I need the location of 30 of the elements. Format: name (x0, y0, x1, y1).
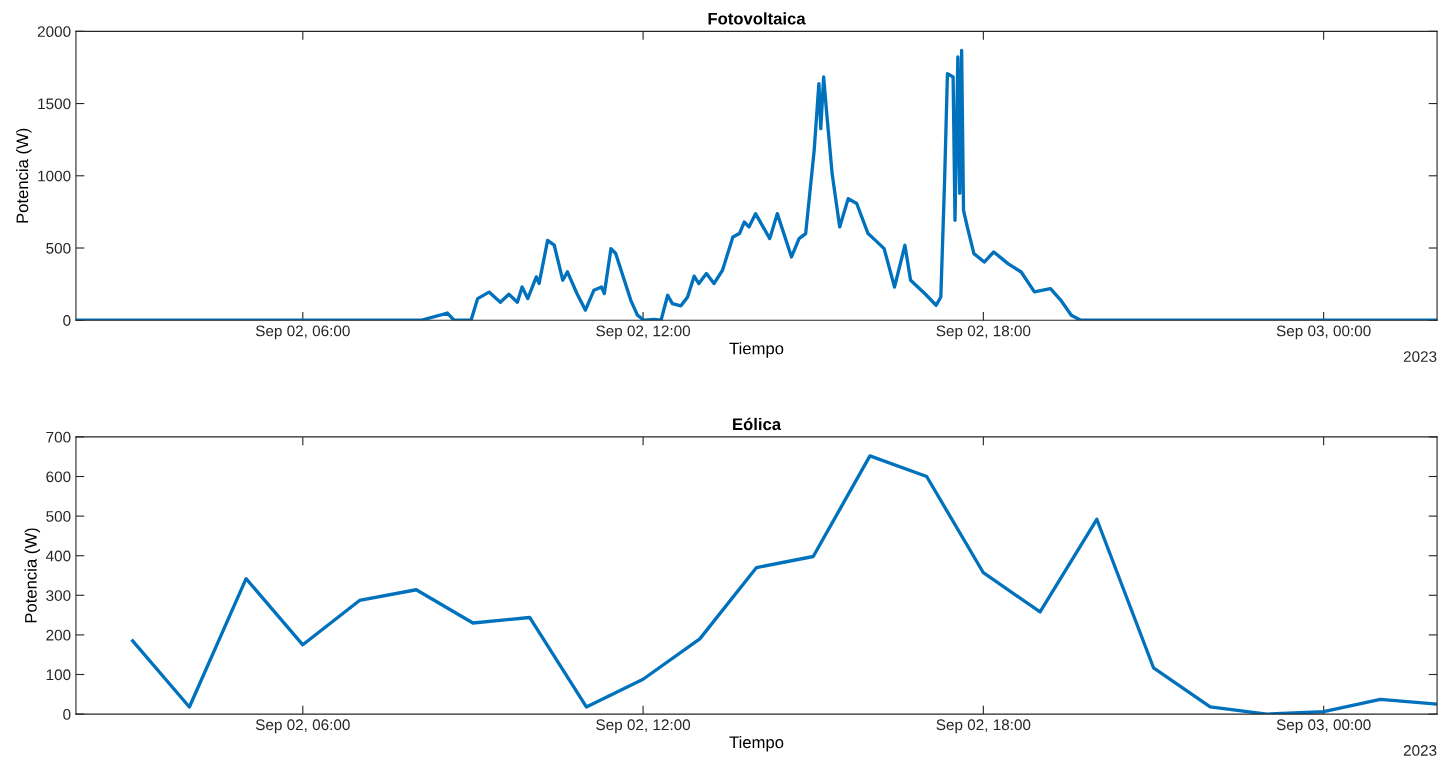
y-tick-label: 1000 (38, 170, 71, 182)
y-tick-label: 1500 (38, 98, 71, 110)
x-tick-label: Sep 02, 18:00 (936, 325, 1031, 340)
chart-title: Fotovoltaica (708, 12, 806, 25)
line-series (131, 454, 1438, 715)
x-tick-label: Sep 02, 06:00 (255, 325, 350, 340)
x-tick-label: Sep 02, 06:00 (255, 719, 350, 734)
x-axis-title: Tiempo (729, 342, 784, 358)
y-tick-label: 200 (46, 629, 71, 641)
y-axis-title: Potencia (W) (16, 128, 32, 223)
y-tick-label: 500 (46, 510, 71, 522)
y-tick-label: 400 (45, 550, 71, 562)
x-axis-title: Tiempo (729, 735, 784, 752)
text: 2023 (1403, 745, 1437, 756)
y-tick-label: 2000 (37, 26, 71, 38)
x-tick-label: Sep 02, 12:00 (596, 719, 691, 734)
x-tick-label: Sep 02, 18:00 (936, 719, 1031, 734)
y-tick-label: 300 (46, 590, 71, 601)
y-tick-label: 0 (63, 708, 71, 720)
y-tick-label: 100 (46, 669, 71, 681)
y-axis-title: Potencia (W) (24, 528, 41, 623)
y-tick-label: 500 (46, 242, 71, 254)
text: 2023 (1403, 351, 1437, 363)
y-tick-label: 700 (46, 431, 71, 443)
x-tick-label: Sep 03, 00:00 (1276, 719, 1371, 734)
y-tick-label: 600 (46, 471, 71, 483)
x-tick-label: Sep 03, 00:00 (1276, 325, 1371, 340)
x-tick-label: Sep 02, 12:00 (596, 325, 691, 340)
chart-title: Eólica (733, 417, 782, 431)
y-tick-label: 0 (63, 315, 71, 326)
